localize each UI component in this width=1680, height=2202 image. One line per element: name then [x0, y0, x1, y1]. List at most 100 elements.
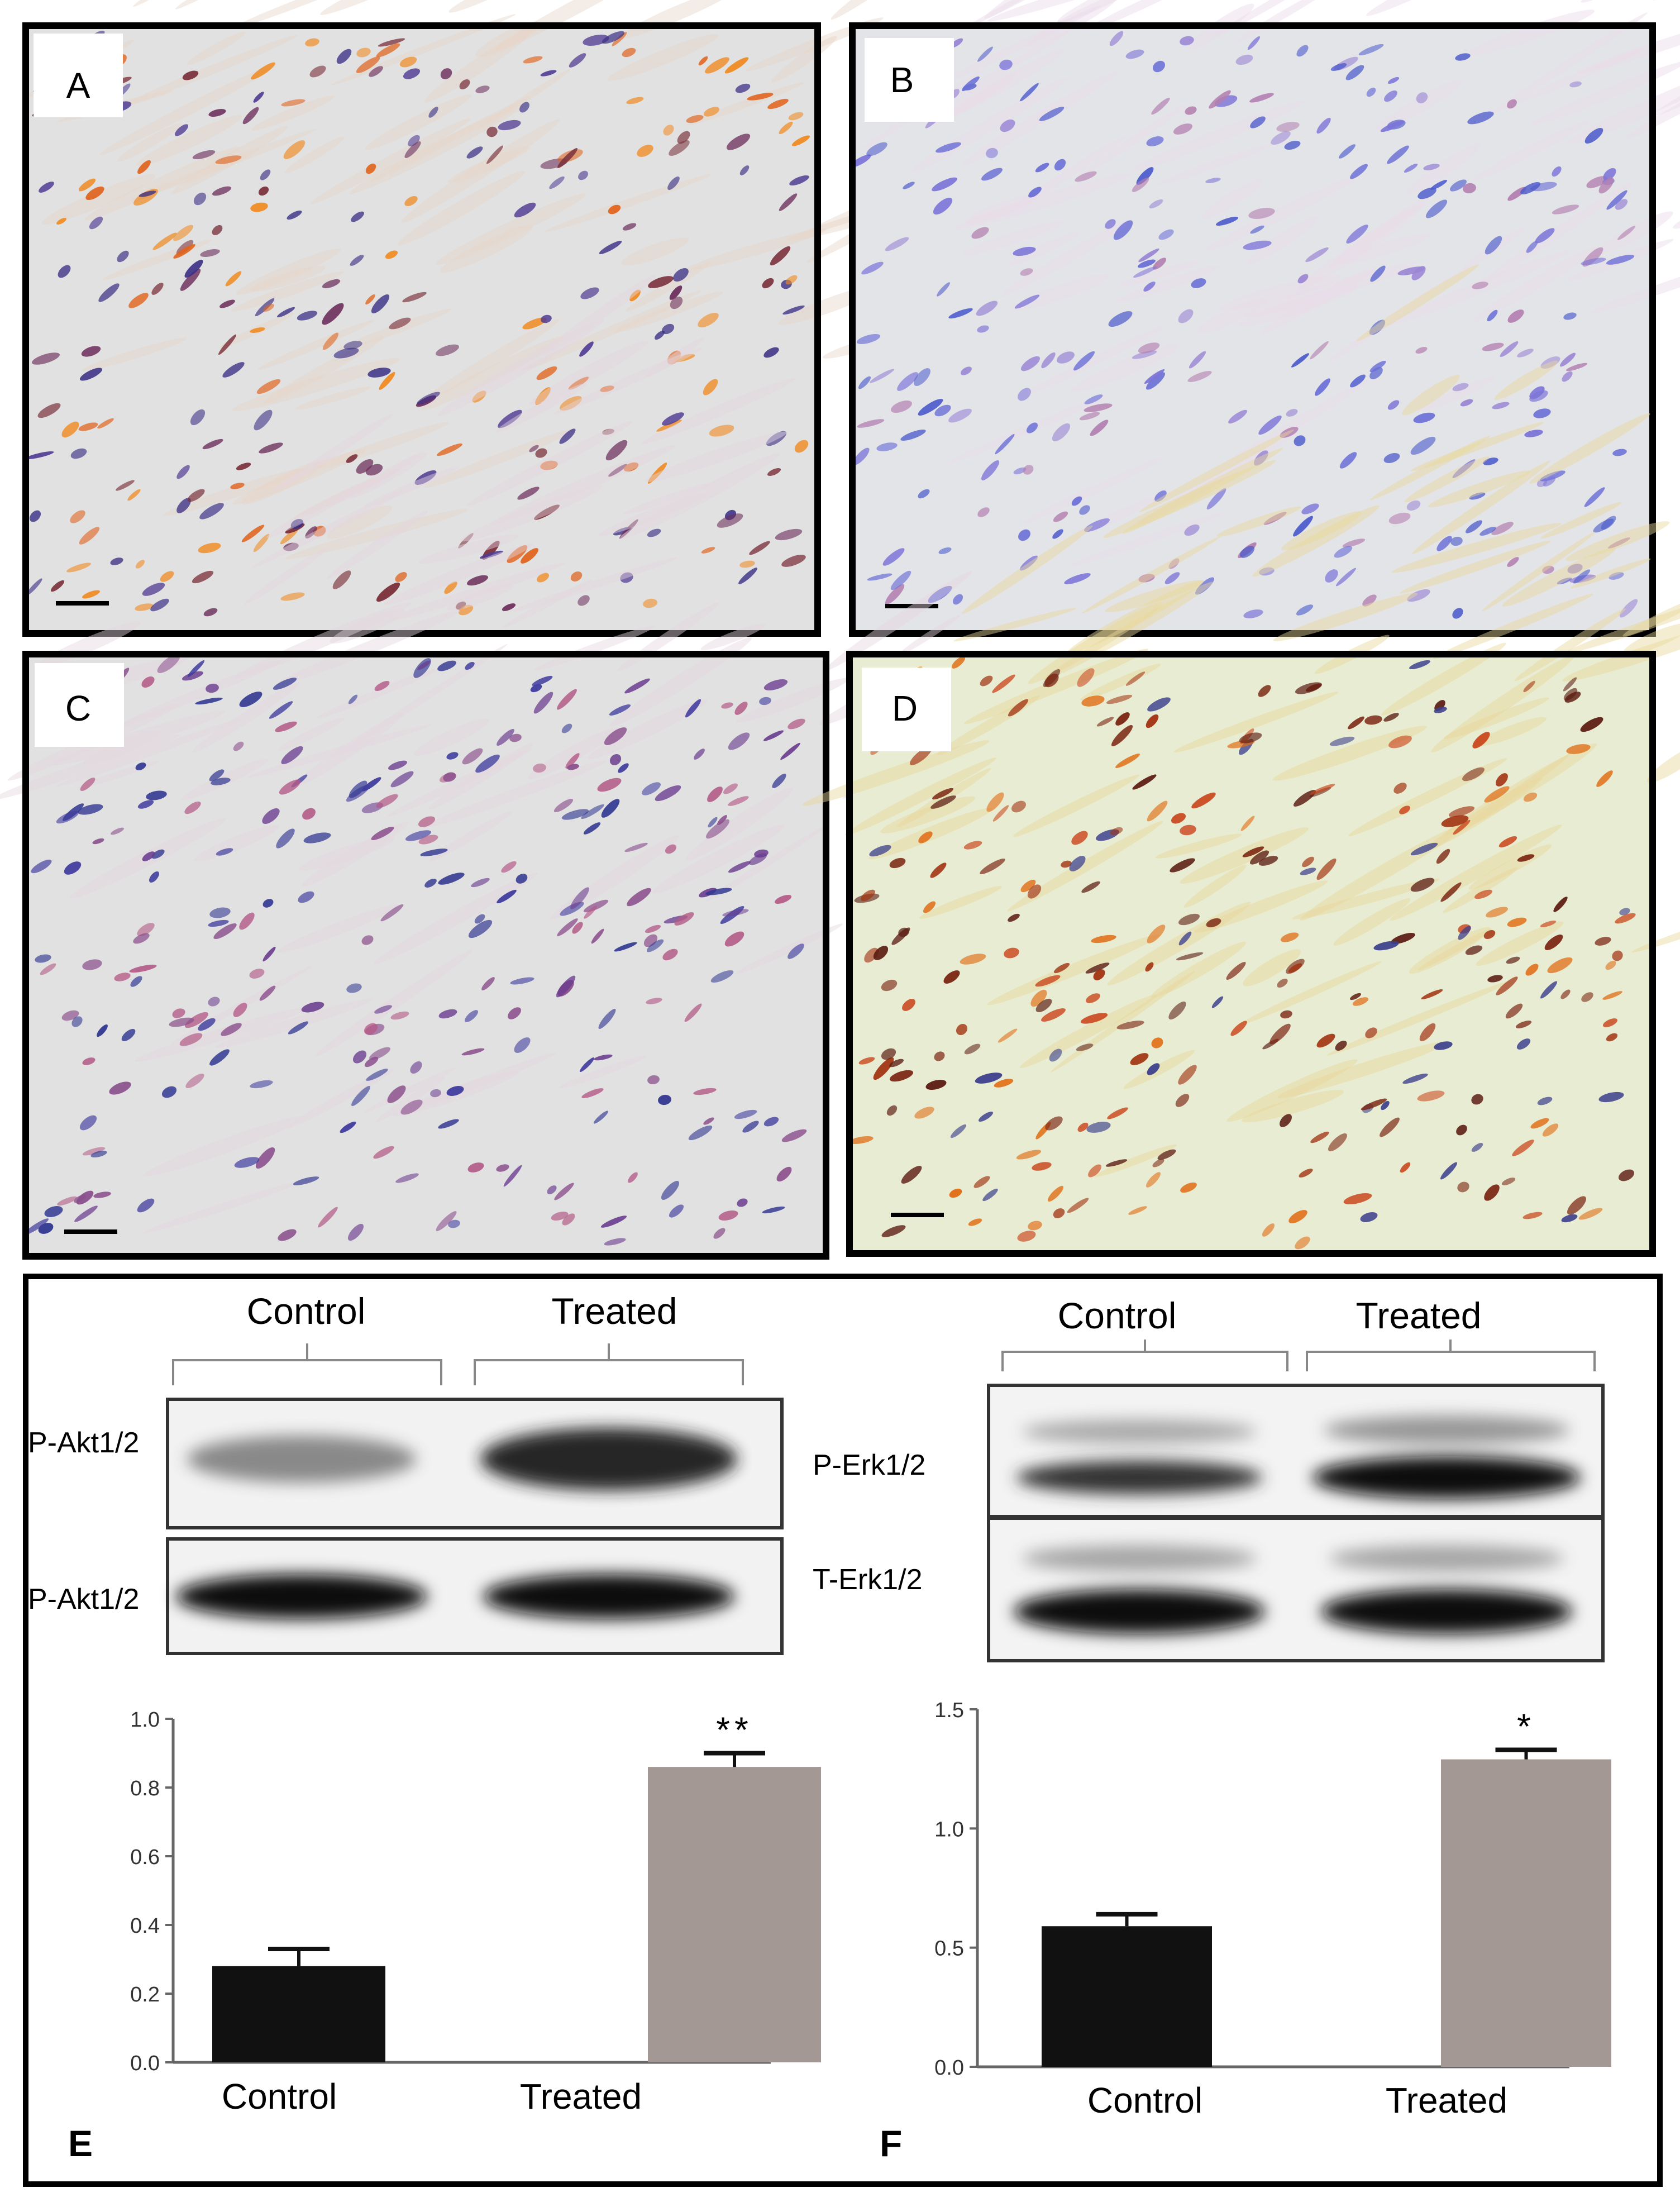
- nucleus: [519, 102, 529, 113]
- nucleus: [1295, 682, 1323, 694]
- nucleus: [417, 392, 440, 405]
- nucleus: [932, 177, 957, 192]
- nucleus: [665, 844, 677, 854]
- nucleus: [1407, 589, 1430, 602]
- stroma-fiber: [1273, 593, 1418, 642]
- nucleus: [1578, 1208, 1603, 1220]
- nucleus: [260, 169, 271, 180]
- nucleus: [195, 697, 223, 705]
- stroma-fiber: [83, 730, 161, 765]
- nucleus: [190, 409, 206, 426]
- stroma-fiber: [365, 94, 472, 150]
- nucleus: [1562, 371, 1573, 382]
- nucleus: [609, 704, 631, 716]
- nucleus: [540, 460, 558, 470]
- stroma-fiber: [340, 644, 508, 754]
- nucleus: [281, 99, 306, 107]
- nucleus: [149, 871, 159, 883]
- nucleus: [437, 660, 456, 671]
- band: [1312, 1456, 1581, 1499]
- stroma-fiber: [118, 660, 283, 727]
- nucleus: [137, 160, 151, 174]
- nucleus: [1540, 981, 1558, 999]
- nucleus: [179, 1033, 203, 1046]
- stroma-fiber: [509, 557, 678, 613]
- nucleus: [655, 785, 681, 802]
- nucleus: [249, 969, 265, 979]
- nucleus: [221, 1023, 242, 1036]
- nucleus: [721, 702, 733, 709]
- panel-letter: D: [892, 688, 918, 728]
- stroma-fiber: [266, 481, 367, 538]
- y-tick-label: 0.4: [130, 1914, 160, 1938]
- nucleus: [1436, 536, 1452, 551]
- nucleus: [737, 1198, 748, 1207]
- nucleus: [128, 293, 149, 308]
- nucleus: [408, 135, 420, 147]
- nucleus: [135, 603, 154, 611]
- nucleus: [79, 368, 103, 381]
- nucleus: [1560, 989, 1571, 999]
- nucleus: [581, 804, 604, 819]
- stroma-fiber: [385, 544, 533, 605]
- nucleus: [626, 97, 644, 104]
- nucleus: [176, 498, 191, 513]
- nucleus: [1299, 1169, 1313, 1178]
- nucleus: [340, 1121, 356, 1133]
- nucleus: [218, 334, 237, 355]
- stroma-fiber: [705, 826, 826, 902]
- nucleus: [776, 1166, 792, 1182]
- stroma-fiber: [1404, 456, 1490, 503]
- nucleus: [424, 879, 437, 888]
- nucleus: [781, 1129, 807, 1142]
- nucleus: [549, 176, 565, 189]
- stroma-fiber: [1157, 144, 1272, 185]
- blot-row-label-2: P-Akt1/2: [28, 1583, 139, 1615]
- nucleus: [870, 369, 894, 383]
- panel-letter-box: [862, 668, 951, 751]
- blot-left: Control Treated P-Akt1/2 P-Akt1/2: [28, 1290, 784, 1655]
- stroma-fiber: [1476, 921, 1564, 966]
- nucleus: [1079, 412, 1100, 421]
- nucleus: [900, 430, 926, 441]
- nucleus: [467, 1162, 484, 1173]
- nucleus: [560, 395, 582, 411]
- nucleus: [1581, 992, 1593, 1002]
- nucleus: [1027, 884, 1042, 899]
- nucleus: [882, 548, 905, 566]
- stroma-fiber: [824, 571, 972, 671]
- nucleus: [629, 289, 641, 302]
- nucleus: [1505, 1003, 1523, 1019]
- stroma-fiber: [421, 336, 565, 411]
- nucleus: [1310, 341, 1329, 360]
- stroma-fiber: [436, 193, 586, 265]
- stroma-fiber: [1402, 375, 1460, 416]
- nucleus: [901, 1165, 922, 1184]
- stroma-fiber: [1009, 231, 1081, 266]
- stroma-fiber: [299, 836, 395, 871]
- nucleus: [1249, 850, 1269, 865]
- stroma-fiber: [1299, 203, 1425, 289]
- nucleus: [956, 1023, 968, 1036]
- nucleus: [705, 57, 729, 74]
- nucleus: [1410, 878, 1435, 892]
- nucleus: [1146, 714, 1159, 728]
- nucleus: [747, 93, 774, 101]
- nucleus: [1020, 83, 1039, 102]
- nucleus: [1206, 488, 1226, 510]
- nucleus: [1250, 225, 1264, 234]
- band: [480, 1428, 737, 1490]
- nucleus: [999, 59, 1013, 70]
- nucleus: [1384, 90, 1397, 102]
- nucleus: [297, 311, 318, 321]
- nucleus: [82, 1057, 96, 1065]
- nucleus: [1455, 53, 1471, 61]
- nucleus: [1018, 529, 1030, 541]
- nucleus: [1158, 229, 1174, 240]
- nucleus: [458, 604, 474, 616]
- nucleus: [1483, 457, 1498, 465]
- nucleus: [1041, 1008, 1066, 1022]
- nucleus: [466, 146, 483, 159]
- nucleus: [507, 545, 528, 564]
- nucleus: [25, 451, 54, 460]
